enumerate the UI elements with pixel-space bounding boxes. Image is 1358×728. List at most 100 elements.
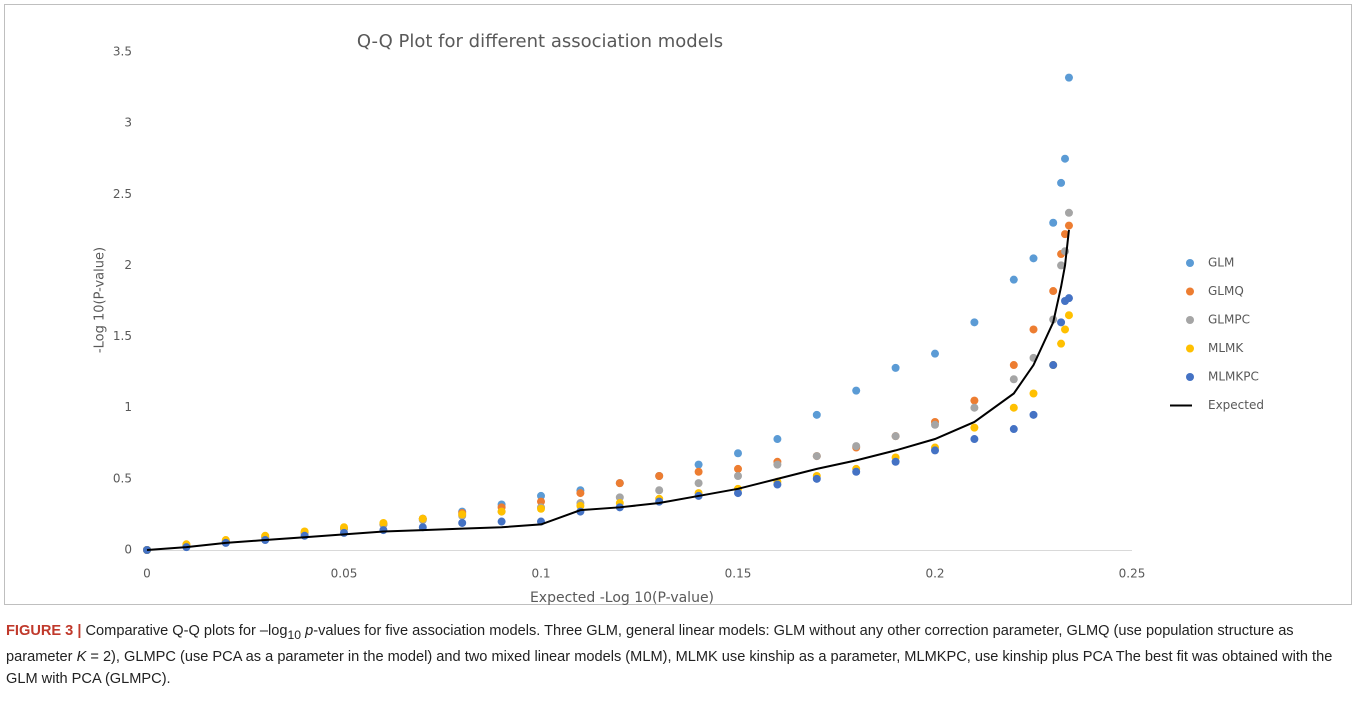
x-tick-label: 0.2 (925, 567, 944, 581)
point (852, 467, 861, 476)
y-tick-label: 1 (124, 400, 132, 414)
legend-label: MLMKPC (1208, 370, 1259, 384)
y-tick-label: 2.5 (113, 187, 132, 201)
legend-label: GLMPC (1208, 313, 1250, 327)
point (694, 479, 703, 488)
point (537, 491, 545, 500)
point (497, 517, 506, 526)
point (1057, 318, 1066, 327)
caption-text: K (76, 648, 87, 665)
legend-swatch (1186, 287, 1194, 296)
point (418, 514, 427, 523)
point (1057, 261, 1066, 270)
point (537, 497, 545, 506)
x-tick-label: 0.15 (725, 567, 752, 581)
caption-text: = 2), GLMPC (use PCA as a parameter in t… (6, 648, 1333, 687)
point (734, 472, 742, 481)
point (970, 403, 979, 412)
point (852, 386, 861, 395)
chart-title: Q-Q Plot for different association model… (357, 31, 723, 52)
point (458, 518, 467, 527)
point (891, 363, 900, 372)
point (852, 442, 861, 451)
point (1064, 208, 1073, 217)
point (773, 460, 782, 469)
point (1049, 361, 1058, 370)
point (1029, 325, 1038, 334)
point (1064, 221, 1073, 230)
point (379, 518, 388, 527)
point (655, 472, 664, 481)
y-tick-label: 0 (124, 543, 132, 557)
point (931, 349, 939, 358)
x-tick-label: 0.25 (1119, 567, 1146, 581)
point (1029, 254, 1038, 263)
point (1009, 275, 1018, 284)
legend-swatch (1186, 344, 1194, 353)
point (970, 423, 979, 432)
point (458, 510, 467, 519)
point (300, 531, 309, 540)
point (891, 457, 900, 466)
legend-swatch (1186, 259, 1194, 267)
caption-text: -values for five association models. Thr… (6, 623, 1294, 665)
point (773, 480, 782, 489)
point (773, 435, 782, 444)
caption-text: Comparative Q-Q plots for –log (85, 623, 288, 639)
point (615, 479, 624, 488)
point (970, 318, 979, 327)
point (694, 467, 703, 476)
point (812, 410, 821, 419)
legend-label: Expected (1208, 398, 1264, 412)
point (1064, 73, 1073, 82)
legend-label: GLM (1208, 256, 1234, 270)
point (340, 523, 348, 532)
point (1057, 178, 1066, 187)
caption-text: p (305, 623, 314, 639)
y-tick-label: 3.5 (113, 45, 132, 59)
figure-label: FIGURE 3 | (6, 623, 82, 639)
point (1009, 403, 1018, 412)
legend-label: MLMK (1208, 341, 1244, 355)
chart: Q-Q Plot for different association model… (4, 4, 1352, 606)
point (576, 489, 585, 498)
legend-swatch (1186, 316, 1194, 324)
point (970, 396, 979, 405)
point (1009, 375, 1018, 384)
point (1064, 311, 1073, 320)
point (1064, 294, 1073, 303)
point (340, 528, 348, 537)
point (615, 493, 624, 502)
legend-swatch (1186, 373, 1194, 381)
caption: FIGURE 3 | Comparative Q-Q plots for –lo… (6, 620, 1346, 690)
point (931, 420, 939, 429)
point (1061, 154, 1070, 163)
point (1061, 230, 1070, 239)
y-tick-label: 2 (124, 258, 132, 272)
point (931, 446, 939, 455)
x-tick-label: 0 (143, 567, 151, 581)
point (497, 507, 506, 516)
y-tick-label: 1.5 (113, 329, 132, 343)
point (576, 501, 585, 510)
point (891, 432, 900, 441)
frame (4, 4, 1352, 605)
point (1009, 361, 1018, 370)
point (734, 464, 742, 473)
x-axis-title: Expected -Log 10(P-value) (530, 590, 714, 606)
point (655, 486, 664, 495)
point (537, 504, 545, 513)
point (694, 460, 703, 469)
point (1009, 425, 1018, 434)
expected-line (146, 229, 1070, 551)
point (1049, 287, 1058, 296)
y-tick-label: 3 (124, 116, 132, 130)
y-tick-label: 0.5 (113, 471, 132, 485)
point (1049, 218, 1058, 227)
x-tick-label: 0.05 (331, 567, 358, 581)
point (734, 449, 742, 458)
point (1029, 410, 1038, 419)
y-axis-title: -Log 10(P-value) (93, 247, 108, 353)
caption-text: 10 (287, 627, 302, 642)
